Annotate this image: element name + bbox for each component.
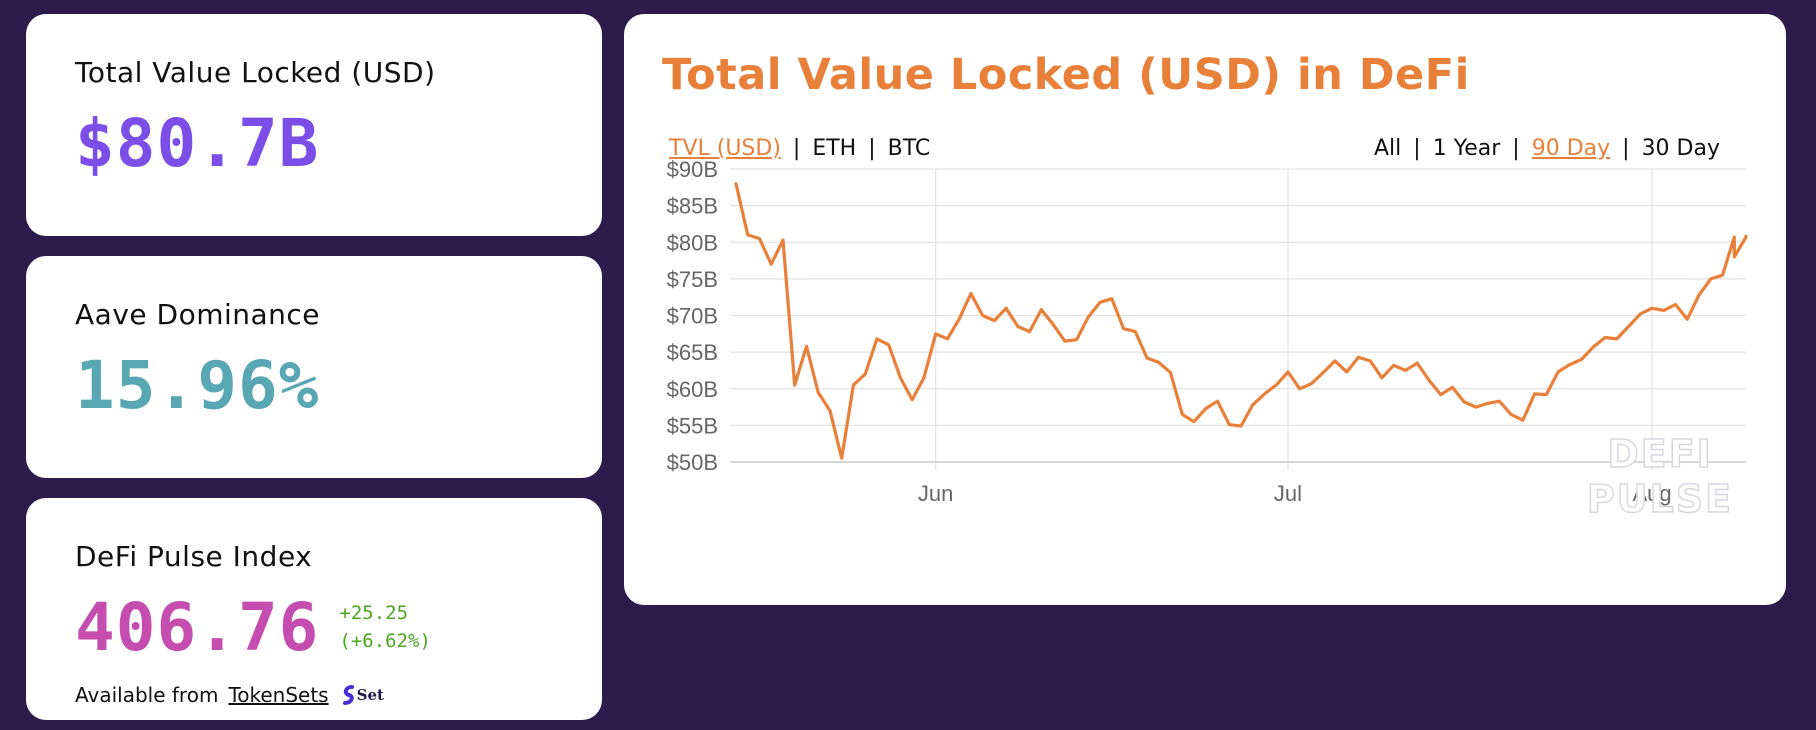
x-tick-label: Jun [918,481,953,506]
y-tick-label: $65B [667,340,718,365]
y-tick-label: $50B [667,450,718,475]
y-tick-label: $80B [667,230,718,255]
range-separator: | [1622,136,1630,161]
defi-pulse-index-card: DeFi Pulse Index 406.76 +25.25 (+6.62%) … [26,498,602,720]
aave-dominance-card: Aave Dominance 15.96% [26,256,602,478]
y-tick-label: $90B [667,157,718,182]
dpi-value: 406.76 [75,589,320,666]
y-tick-label: $70B [667,304,718,329]
x-tick-label: Aug [1632,481,1671,506]
range-toggle: All | 1 Year | 90 Day | 30 Day [1374,136,1720,161]
metric-toggle: TVL (USD) | ETH | BTC [669,136,930,161]
y-tick-label: $55B [667,413,718,438]
tvl-line-chart: $50B $55B $60B $65B $70B $75B $80B $85B $90B Jun J… [667,157,1748,522]
range-option-90-day[interactable]: 90 Day [1531,136,1611,161]
set-logo-icon: Set [341,685,384,705]
dpi-change-percent: (+6.62%) [339,630,431,652]
range-option-1-year[interactable]: 1 Year [1432,136,1501,161]
tvl-series-line [734,182,1748,460]
available-from-text: Available from [75,683,219,707]
dpi-change: +25.25 (+6.62%) [339,599,431,655]
aave-dominance-label: Aave Dominance [75,298,321,331]
tvl-card: Total Value Locked (USD) $80.7B [26,14,602,236]
range-separator: | [1512,136,1520,161]
dpi-label: DeFi Pulse Index [75,540,313,573]
tokensets-link[interactable]: TokenSets [228,683,329,707]
watermark-line-1: DEFI [1607,432,1713,476]
tvl-label: Total Value Locked (USD) [75,56,436,89]
range-option-all[interactable]: All [1374,136,1402,161]
metric-separator: | [792,136,801,161]
y-tick-label: $85B [667,194,718,219]
tvl-value: $80.7B [75,105,320,182]
metric-separator: | [868,136,876,161]
set-logo-text: Set [356,686,384,704]
watermark-line-2: PULSE [1587,477,1733,521]
chart-title: Total Value Locked (USD) in DeFi [662,50,1470,100]
metric-option-btc[interactable]: BTC [887,136,931,161]
set-logo-mark-icon [342,685,354,705]
metric-option-tvl-usd[interactable]: TVL (USD) [669,136,781,161]
dpi-change-absolute: +25.25 [339,602,409,624]
availability-note: Available from TokenSets Set [75,683,602,707]
range-separator: | [1413,136,1421,161]
range-option-30-day[interactable]: 30 Day [1641,136,1720,161]
y-tick-label: $60B [667,377,718,402]
y-tick-label: $75B [667,267,718,292]
x-tick-label: Jul [1274,481,1302,506]
aave-dominance-value: 15.96% [75,347,320,424]
tvl-chart-card: $50B $55B $60B $65B $70B $75B $80B $85B $90B Jun J… [624,14,1786,605]
metric-option-eth[interactable]: ETH [812,136,857,161]
dpi-value-row: 406.76 +25.25 (+6.62%) [75,595,602,661]
